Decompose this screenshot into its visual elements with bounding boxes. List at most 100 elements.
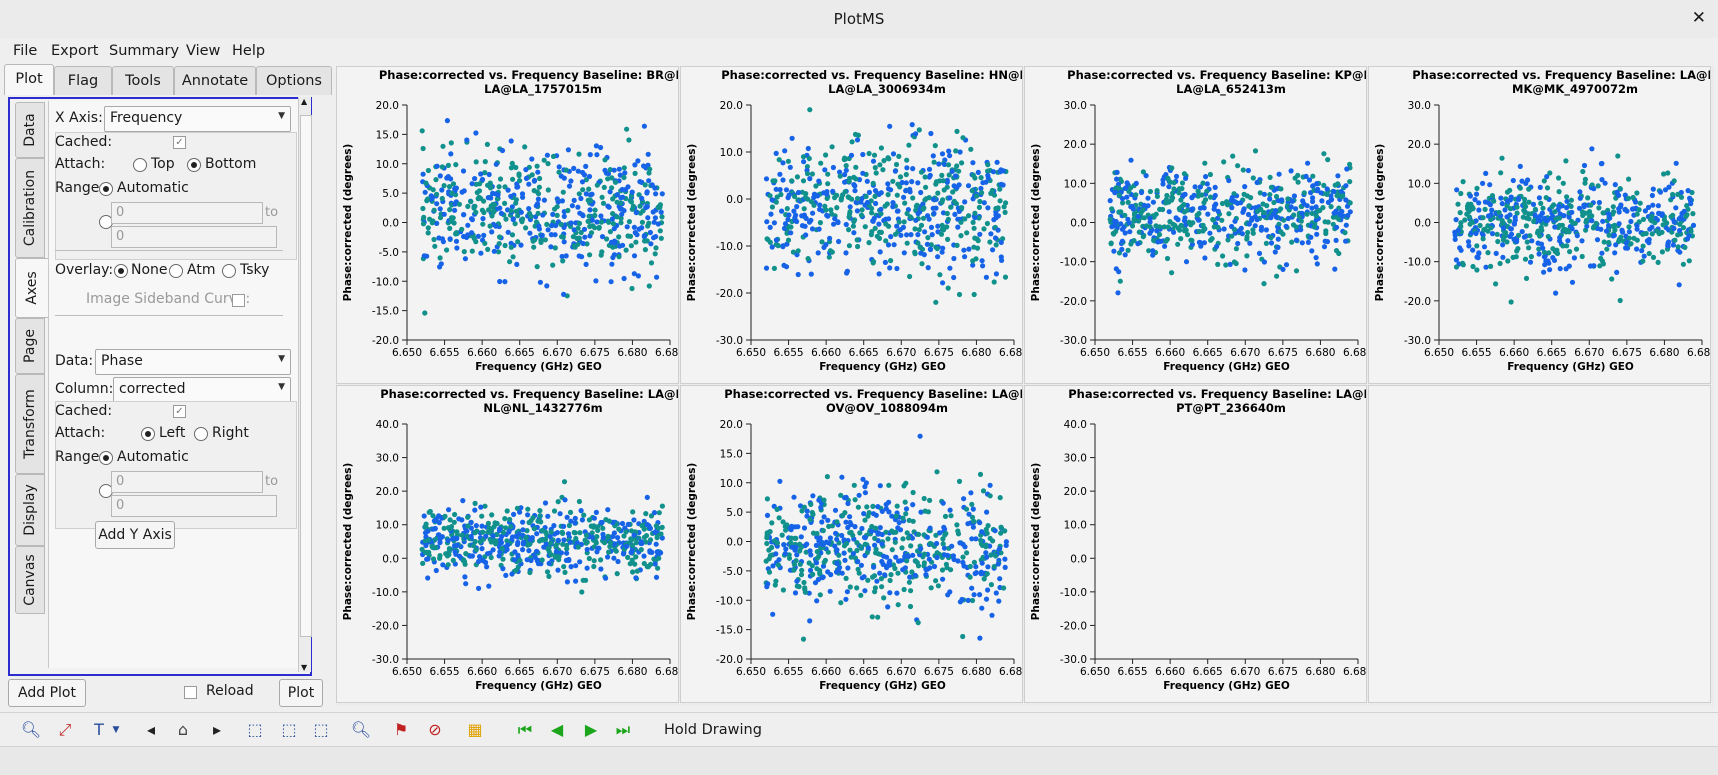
x-range-auto-radio[interactable]: [99, 182, 113, 196]
scatter-point-blue: [545, 513, 551, 519]
forward-icon[interactable]: ▸: [212, 720, 222, 739]
y-data-select[interactable]: Phase ▼: [95, 349, 291, 375]
home-icon[interactable]: ⌂: [177, 720, 189, 739]
y-range-auto-radio[interactable]: [99, 451, 113, 465]
x-range-min-field[interactable]: 0: [111, 202, 263, 224]
overlay-none-radio[interactable]: [114, 264, 128, 278]
scatter-point-blue: [611, 167, 617, 173]
locate-icon[interactable]: 🔍︎: [350, 720, 372, 739]
tab-transform[interactable]: Transform: [15, 374, 45, 474]
plot-panel-4[interactable]: Phase:corrected vs. Frequency Baseline: …: [1368, 66, 1711, 384]
scatter-point-teal: [971, 518, 977, 524]
tab-data[interactable]: Data: [15, 102, 45, 158]
x-cached-checkbox[interactable]: ✓: [173, 136, 186, 149]
tab-plot[interactable]: Plot: [4, 64, 54, 95]
scatter-point-blue: [553, 549, 559, 555]
menu-file[interactable]: File: [13, 43, 38, 59]
flag-icon[interactable]: ⚑: [393, 720, 409, 739]
scatter-point-blue: [882, 572, 888, 578]
scroll-up-icon[interactable]: ▲: [301, 97, 308, 106]
scroll-thumb[interactable]: [300, 115, 312, 637]
tab-annotate[interactable]: Annotate: [174, 66, 256, 95]
tab-display[interactable]: Display: [15, 474, 45, 546]
chevron-down-icon[interactable]: ▼: [112, 725, 120, 735]
x-range-max-field[interactable]: 0: [111, 226, 277, 248]
select-add-icon[interactable]: ⬚: [247, 720, 263, 739]
select-subtract-icon[interactable]: ⬚: [281, 720, 297, 739]
scatter-point-blue: [579, 179, 586, 185]
plot-panel-2[interactable]: Phase:corrected vs. Frequency Baseline: …: [680, 66, 1023, 384]
scatter-point-teal: [610, 244, 616, 250]
scatter-point-teal: [1184, 232, 1191, 238]
scatter-point-blue: [1454, 187, 1460, 193]
unflag-icon[interactable]: ⊘: [428, 720, 442, 739]
overlay-atm-radio[interactable]: [169, 264, 183, 278]
y-attach-left-radio[interactable]: [141, 427, 155, 441]
scatter-point-blue: [1155, 239, 1161, 245]
scatter-point-teal: [1336, 216, 1342, 222]
scatter-point-blue: [434, 201, 440, 207]
tab-flag[interactable]: Flag: [54, 66, 112, 95]
plot-panel-3[interactable]: Phase:corrected vs. Frequency Baseline: …: [1024, 66, 1367, 384]
close-icon[interactable]: ✕: [1691, 8, 1706, 28]
add-y-axis-button[interactable]: Add Y Axis: [95, 521, 175, 549]
plot-panel-5[interactable]: Phase:corrected vs. Frequency Baseline: …: [336, 385, 679, 703]
zoom-extent-icon[interactable]: ⤢: [58, 720, 72, 739]
last-page-icon[interactable]: ⏭: [615, 720, 631, 739]
hold-drawing-button[interactable]: Hold Drawing: [664, 722, 762, 738]
plot-canvas[interactable]: Phase:corrected vs. Frequency Baseline: …: [336, 66, 1714, 706]
scatter-point-blue: [478, 171, 484, 177]
tab-page[interactable]: Page: [15, 318, 45, 374]
menu-export[interactable]: Export: [51, 43, 99, 59]
y-column-select[interactable]: corrected ▼: [113, 377, 291, 403]
plot-panel-1[interactable]: Phase:corrected vs. Frequency Baseline: …: [336, 66, 679, 384]
menu-view[interactable]: View: [186, 43, 221, 59]
x-axis-select[interactable]: Frequency ▼: [104, 106, 291, 132]
y-attach-right-radio[interactable]: [194, 427, 208, 441]
reload-checkbox[interactable]: [184, 686, 197, 699]
add-plot-button[interactable]: Add Plot: [8, 679, 86, 707]
tab-axes[interactable]: Axes: [15, 258, 49, 318]
y-range-min-field[interactable]: 0: [111, 471, 263, 493]
tab-canvas[interactable]: Canvas: [15, 546, 45, 614]
x-attach-top-radio[interactable]: [133, 158, 147, 172]
flag-all-icon[interactable]: ▦: [467, 720, 483, 739]
scatter-point-teal: [764, 236, 770, 242]
x-attach-bottom-radio[interactable]: [187, 158, 201, 172]
scatter-point-blue: [807, 567, 814, 573]
sideband-checkbox[interactable]: [232, 294, 245, 307]
scatter-point-blue: [897, 527, 904, 533]
overlay-tsky-radio[interactable]: [222, 264, 236, 278]
zoom-icon[interactable]: 🔍︎: [20, 720, 42, 739]
y-cached-checkbox[interactable]: ✓: [173, 405, 186, 418]
scatter-point-blue: [876, 191, 882, 197]
scatter-point-blue: [636, 226, 642, 232]
tab-tools[interactable]: Tools: [112, 66, 174, 95]
select-clear-icon[interactable]: ⬚: [313, 720, 329, 739]
plot-panel-6[interactable]: Phase:corrected vs. Frequency Baseline: …: [680, 385, 1023, 703]
prev-page-icon[interactable]: ◀: [550, 720, 564, 739]
panel-scrollbar[interactable]: ▲ ▼: [298, 97, 312, 672]
scatter-point-blue: [878, 206, 884, 212]
plot-button[interactable]: Plot: [279, 679, 323, 707]
annotate-text-icon[interactable]: T: [94, 720, 104, 739]
scatter-point-blue: [535, 561, 542, 567]
scatter-point-teal: [601, 184, 607, 190]
scatter-point-teal: [594, 182, 600, 188]
scatter-point-blue: [611, 555, 617, 561]
plot-panel-7[interactable]: Phase:corrected vs. Frequency Baseline: …: [1024, 385, 1367, 703]
scatter-point-blue: [1115, 290, 1121, 296]
back-icon[interactable]: ◂: [146, 720, 156, 739]
scatter-point-blue: [526, 548, 532, 554]
scroll-down-icon[interactable]: ▼: [301, 663, 308, 672]
scatter-point-blue: [978, 185, 984, 192]
tab-options[interactable]: Options: [256, 66, 332, 95]
menu-summary[interactable]: Summary: [109, 43, 180, 59]
tab-calibration[interactable]: Calibration: [15, 158, 45, 258]
y-range-max-field[interactable]: 0: [111, 495, 277, 517]
scatter-point-blue: [885, 242, 892, 248]
next-page-icon[interactable]: ▶: [584, 720, 598, 739]
menu-help[interactable]: Help: [232, 43, 266, 59]
first-page-icon[interactable]: ⏮: [517, 720, 533, 739]
scatter-point-teal: [550, 153, 557, 159]
